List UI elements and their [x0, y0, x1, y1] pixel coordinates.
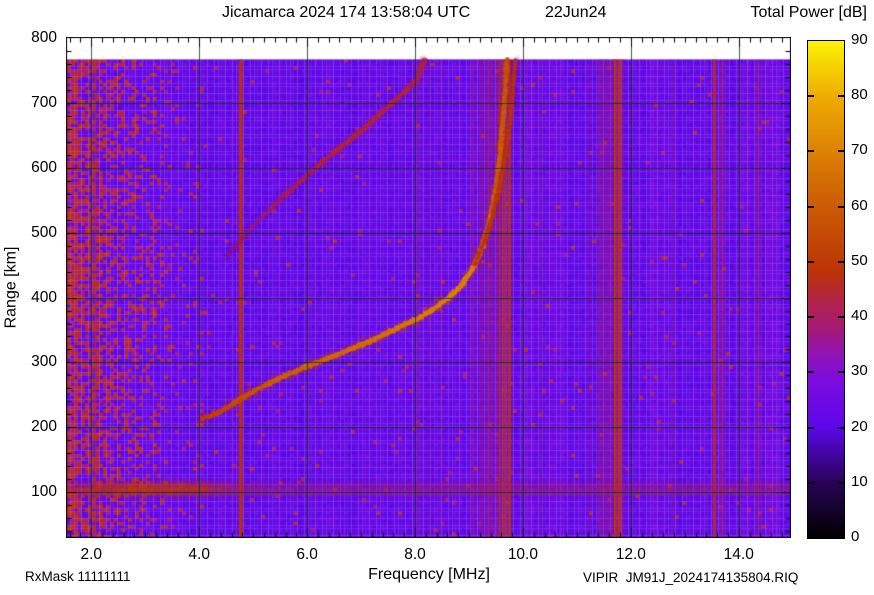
y-tick-label: 600	[31, 158, 57, 176]
y-tick-label: 700	[31, 93, 57, 111]
colorbar-tick	[838, 205, 844, 208]
colorbar-tick-label: 0	[851, 528, 860, 545]
y-tick-label: 200	[31, 418, 57, 436]
colorbar-tick	[838, 260, 844, 263]
x-tick-label: 10.0	[507, 546, 538, 563]
y-tick-label: 800	[31, 29, 57, 46]
x-tick-label: 4.0	[188, 546, 210, 563]
colorbar-tick	[838, 426, 844, 429]
ionogram-heatmap	[66, 37, 791, 538]
colorbar-tick	[808, 95, 814, 98]
colorbar-tick	[808, 481, 814, 484]
y-tick-label: 300	[31, 353, 57, 371]
x-tick-label: 6.0	[296, 546, 318, 563]
x-axis-label: Frequency [MHz]	[368, 566, 490, 583]
colorbar-tick	[838, 316, 844, 319]
colorbar-tick-label: 50	[851, 251, 868, 269]
y-tick-label: 400	[31, 288, 57, 306]
plot-date: 22Jun24	[545, 4, 607, 21]
colorbar-tick-label: 40	[851, 307, 868, 325]
colorbar-tick	[838, 371, 844, 374]
y-tick-label: 100	[31, 483, 57, 501]
plot-title: Jicamarca 2024 174 13:58:04 UTC	[222, 4, 471, 21]
x-tick-label: 8.0	[404, 546, 426, 563]
colorbar-tick-label: 90	[851, 31, 868, 48]
colorbar-tick-label: 60	[851, 196, 868, 214]
colorbar	[807, 40, 845, 539]
colorbar-tick	[808, 260, 814, 263]
colorbar-tick	[808, 150, 814, 153]
colorbar-tick-label: 80	[851, 86, 868, 104]
x-tick-label: 2.0	[80, 546, 103, 563]
colorbar-tick-label: 20	[851, 417, 868, 435]
colorbar-tick	[838, 150, 844, 153]
file-id-label: VIPIR JM91J_2024174135804.RIQ	[583, 570, 799, 585]
x-tick-label: 12.0	[615, 546, 646, 563]
colorbar-tick	[808, 205, 814, 208]
colorbar-tick	[838, 481, 844, 484]
colorbar-tick	[808, 426, 814, 429]
x-tick-label: 14.0	[723, 546, 754, 563]
rxmask-label: RxMask 11111111	[25, 569, 131, 584]
colorbar-tick-label: 70	[851, 141, 868, 159]
colorbar-title: Total Power [dB]	[750, 4, 868, 21]
colorbar-tick-label: 10	[851, 472, 868, 490]
y-tick-label: 500	[31, 223, 57, 241]
colorbar-tick	[808, 371, 814, 374]
colorbar-tick-label: 30	[851, 362, 868, 380]
colorbar-tick	[808, 316, 814, 319]
colorbar-tick	[838, 95, 844, 98]
